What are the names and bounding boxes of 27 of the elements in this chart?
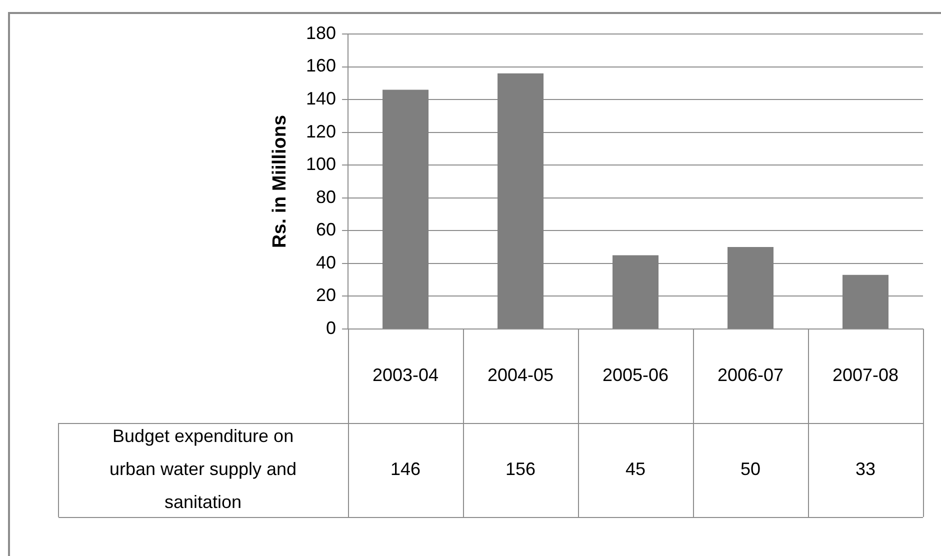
y-tick-label: 80 [316, 186, 336, 207]
y-tick-label: 180 [306, 22, 336, 43]
y-tick-label: 100 [306, 154, 336, 174]
bar [498, 73, 544, 328]
data-label: 146 [390, 458, 421, 479]
x-tick-label: 2007-08 [832, 364, 899, 385]
y-axis-title: Rs. in Miillions [269, 114, 290, 248]
y-tick-label: 140 [306, 88, 336, 109]
bar [728, 247, 774, 328]
y-tick-label: 120 [306, 121, 336, 142]
x-tick-label: 2006-07 [717, 364, 784, 385]
y-tick-label: 40 [316, 252, 336, 272]
x-tick-label: 2004-05 [487, 364, 554, 385]
bar [842, 274, 888, 328]
bar [612, 255, 659, 328]
text: Budget expenditure on urban water supply and sanitation [109, 426, 297, 512]
data-label: 50 [740, 458, 761, 479]
y-tick-label: 160 [306, 56, 336, 76]
y-tick-label: 0 [326, 318, 336, 338]
data-label: 33 [855, 458, 876, 479]
y-tick-label: 60 [316, 220, 336, 240]
x-tick-label: 2005-06 [602, 364, 669, 385]
bar [382, 90, 429, 328]
y-tick-label: 20 [316, 285, 336, 306]
data-label: 45 [626, 458, 646, 479]
x-tick-label: 2003-04 [372, 364, 439, 385]
data-label: 156 [506, 458, 536, 479]
